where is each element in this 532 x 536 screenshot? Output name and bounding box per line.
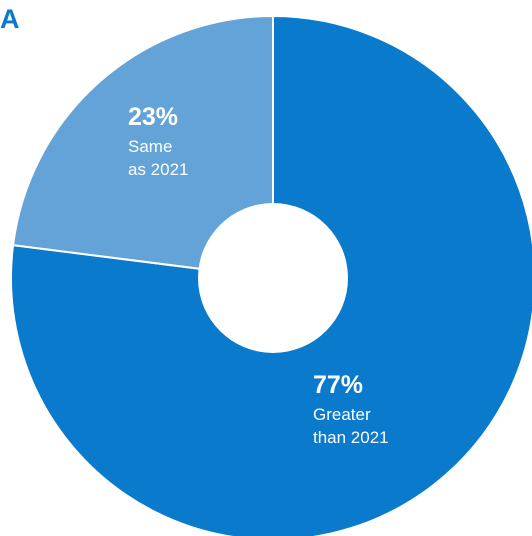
slice-same-category-label: Same <box>128 137 172 156</box>
slice-labels: 77% Greater than 2021 23% Same as 2021 <box>128 103 389 447</box>
slice-greater <box>10 14 532 536</box>
donut-hole <box>198 203 348 353</box>
slice-same <box>11 14 274 280</box>
slice-same-value-label: 23% <box>128 103 178 131</box>
slice-greater-category-label: than 2021 <box>313 428 389 447</box>
slice-greater-category-label: Greater <box>313 405 371 424</box>
slice-greater-value-label: 77% <box>313 371 363 399</box>
panel-label: A <box>0 4 20 34</box>
slice-same-category-label: as 2021 <box>128 160 189 179</box>
donut-slices <box>10 14 532 536</box>
